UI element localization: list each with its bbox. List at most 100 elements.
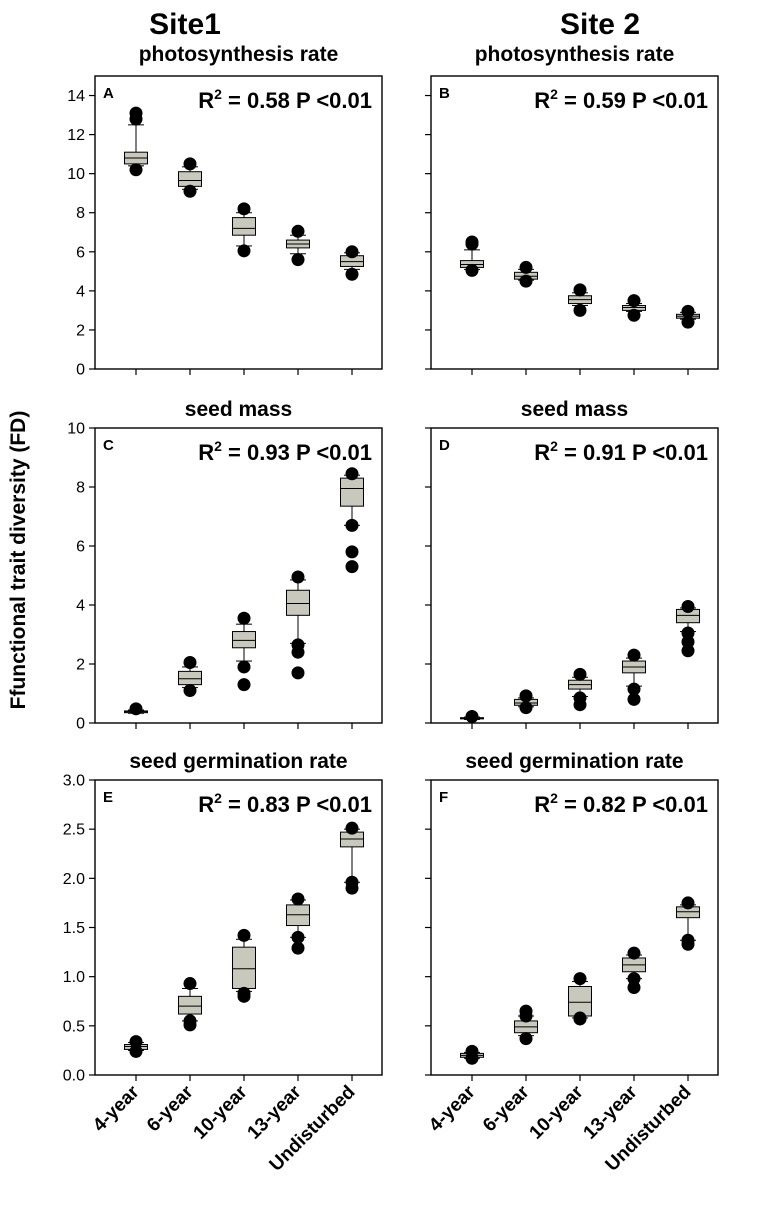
y-tick-label: 0.0 [63,1068,85,1085]
outlier-point [519,1032,533,1046]
x-tick-label: 10-year [526,1081,588,1143]
outlier-point [237,928,251,942]
box-body [232,946,256,989]
outlier-point [465,710,479,724]
stats-annotation: R2 = 0.58 P <0.01 [198,86,372,113]
outlier-point [183,1014,197,1028]
box-body [178,670,202,686]
panel-c: seed mass C R2 = 0.93 P <0.01 0 2 4 6 8 10 [67,398,383,733]
outlier-point [129,1044,143,1058]
box-d-1 [460,710,484,724]
outlier-point [345,821,359,835]
y-tick-label: 2 [76,657,85,674]
outlier-point [573,667,587,681]
outlier-point [291,253,305,267]
outlier-point [183,977,197,991]
outlier-point [345,245,359,259]
box-b-1 [460,235,484,277]
box-b-5 [676,304,700,329]
panel-letter: A [103,85,114,102]
outlier-point [183,184,197,198]
x-tick-label: 10-year [190,1081,252,1143]
outlier-point [627,692,641,706]
outlier-point [237,202,251,216]
outlier-point [465,1044,479,1058]
y-tick-label: 2.0 [63,871,85,888]
outlier-point [183,656,197,670]
outlier-point [573,303,587,317]
y-tick-label: 0 [76,362,85,379]
outlier-point [237,611,251,625]
outlier-point [627,682,641,696]
box-b-2 [514,260,538,288]
y-tick-label: 8 [76,480,85,497]
stats-annotation: R2 = 0.91 P <0.01 [534,438,708,465]
panel-letter: F [439,789,448,806]
box-body [286,589,310,616]
outlier-point [627,308,641,322]
box-e-4 [286,892,310,955]
outlier-point [519,1004,533,1018]
outlier-point [681,315,695,329]
panel-title: seed germination rate [129,750,347,773]
outlier-point [129,163,143,177]
box-a-4 [286,224,310,267]
box-e-2 [178,977,202,1032]
panel-f: seed germination rate F R2 = 0.82 P <0.01 4… [425,750,719,1176]
y-tick-label: 10 [67,166,85,183]
y-tick-label: 12 [67,127,85,144]
outlier-point [183,684,197,698]
box-c-4 [286,570,310,680]
outlier-point [627,972,641,986]
outlier-point [129,106,143,120]
box-d-4 [622,648,646,706]
box-c-2 [178,656,202,698]
panel-e: seed germination rate E R2 = 0.83 P <0.01 0… [63,750,383,1176]
panel-d: seed mass D R2 = 0.91 P <0.01 [425,398,719,729]
panel-title: seed germination rate [465,750,683,773]
y-tick-label: 10 [67,421,85,438]
outlier-point [345,518,359,532]
box-b-4 [622,294,646,322]
outlier-point [345,467,359,481]
outlier-point [129,1035,143,1049]
outlier-point [291,892,305,906]
outlier-point [465,235,479,249]
box-a-5 [340,245,364,281]
outlier-point [681,896,695,910]
box-body [178,171,202,187]
outlier-point [519,260,533,274]
plot-frame [94,779,383,1076]
box-b-3 [568,283,592,317]
box-body [232,631,256,649]
outlier-point [345,545,359,559]
plot-frame [430,75,719,370]
x-tick-label: 4-year [89,1081,144,1136]
y-tick-label: 4 [76,283,85,300]
y-tick-label: 8 [76,205,85,222]
box-f-4 [622,946,646,994]
panel-title: photosynthesis rate [475,43,675,66]
outlier-point [681,626,695,640]
box-body [178,995,202,1015]
panel-letter: D [439,437,450,454]
box-d-2 [514,689,538,715]
outlier-point [519,274,533,288]
panel-a: photosynthesis rate A R2 = 0.58 P <0.01 0 2 4… [67,43,383,379]
outlier-point [681,599,695,613]
outlier-point [183,157,197,171]
box-c-5 [340,467,364,574]
box-d-5 [676,599,700,658]
panel-title: seed mass [185,398,292,421]
outlier-point [345,560,359,574]
box-f-1 [460,1044,484,1065]
box-f-5 [676,896,700,951]
site2-title: Site 2 [560,8,640,41]
outlier-point [291,941,305,955]
outlier-point [627,648,641,662]
stats-annotation: R2 = 0.59 P <0.01 [534,86,708,113]
outlier-point [573,1011,587,1025]
box-c-1 [124,702,148,716]
outlier-point [573,283,587,297]
